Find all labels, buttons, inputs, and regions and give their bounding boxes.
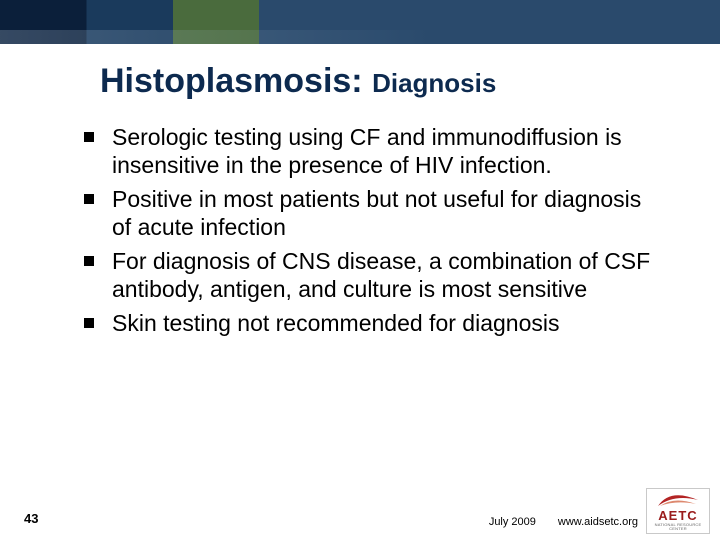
list-item: For diagnosis of CNS disease, a combinat…: [80, 247, 660, 303]
logo-acronym: AETC: [658, 509, 697, 522]
slide-content: Serologic testing using CF and immunodif…: [0, 117, 720, 337]
list-item: Serologic testing using CF and immunodif…: [80, 123, 660, 179]
footer-url: www.aidsetc.org: [558, 516, 638, 528]
bullet-list: Serologic testing using CF and immunodif…: [80, 123, 660, 337]
title-sub: Diagnosis: [372, 68, 496, 98]
footer-date: July 2009: [489, 516, 536, 528]
slide-title-area: Histoplasmosis: Diagnosis: [0, 44, 720, 117]
aetc-logo: AETC NATIONAL RESOURCE CENTER: [646, 488, 710, 534]
logo-swoosh-icon: [656, 492, 700, 508]
footer-right: July 2009 www.aidsetc.org: [489, 516, 638, 528]
logo-subtitle: NATIONAL RESOURCE CENTER: [649, 523, 707, 531]
list-item: Skin testing not recommended for diagnos…: [80, 309, 660, 337]
header-band: [0, 0, 720, 44]
list-item: Positive in most patients but not useful…: [80, 185, 660, 241]
title-main: Histoplasmosis:: [100, 62, 363, 100]
slide-title: Histoplasmosis: Diagnosis: [100, 62, 680, 101]
slide-number: 43: [24, 511, 38, 526]
slide-footer: 43 July 2009 www.aidsetc.org AETC NATION…: [0, 486, 720, 540]
